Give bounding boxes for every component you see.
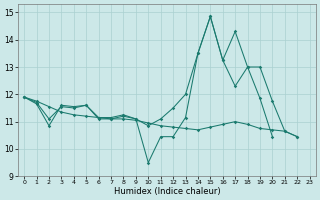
X-axis label: Humidex (Indice chaleur): Humidex (Indice chaleur) — [114, 187, 220, 196]
